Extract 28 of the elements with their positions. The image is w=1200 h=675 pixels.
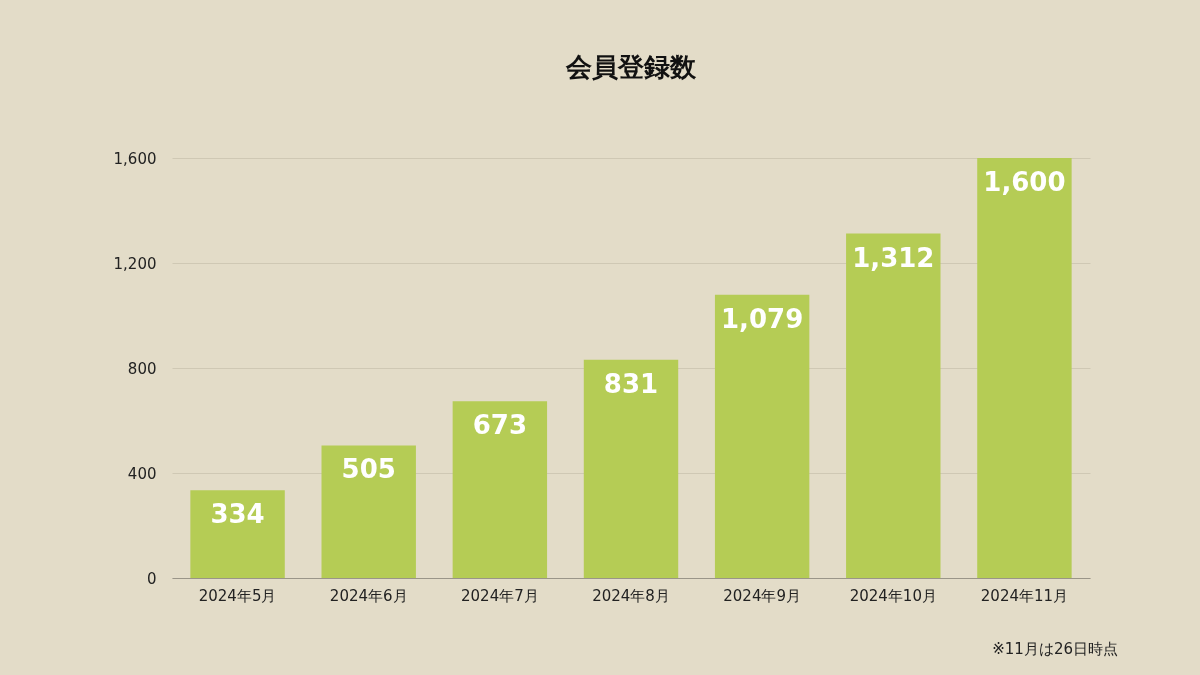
- x-tick-label: 2024年10月: [849, 586, 937, 605]
- data-label: 831: [603, 368, 659, 399]
- x-tick-label: 2024年6月: [329, 586, 408, 605]
- bar: [190, 490, 285, 578]
- text: ※11月は26日時点: [992, 640, 1118, 659]
- x-tick-label: 2024年5月: [198, 586, 277, 605]
- bar: [714, 294, 810, 578]
- data-label: 505: [341, 454, 396, 485]
- bar: [846, 233, 941, 578]
- data-label: 1,312: [852, 242, 935, 273]
- data-label: 334: [210, 499, 265, 530]
- x-tick-label: 2024年8月: [592, 586, 670, 605]
- y-tick-label: 0: [146, 569, 157, 588]
- y-tick-label: 1,200: [113, 254, 157, 273]
- x-tick-label: 2024年11月: [980, 586, 1069, 605]
- y-tick-label: 800: [127, 359, 157, 378]
- bar: [321, 445, 416, 578]
- bar: [583, 359, 679, 578]
- data-label: 1,079: [721, 303, 804, 334]
- y-tick-label: 400: [127, 464, 157, 483]
- data-label: 1,600: [983, 167, 1066, 197]
- chart-title: 会員登録数: [565, 52, 697, 82]
- y-tick-label: 1,600: [113, 149, 157, 168]
- x-tick-label: 2024年7月: [461, 586, 539, 605]
- x-tick-label: 2024年9月: [723, 586, 801, 605]
- data-label: 673: [472, 410, 527, 441]
- bar: [977, 158, 1072, 578]
- bar: [452, 401, 548, 578]
